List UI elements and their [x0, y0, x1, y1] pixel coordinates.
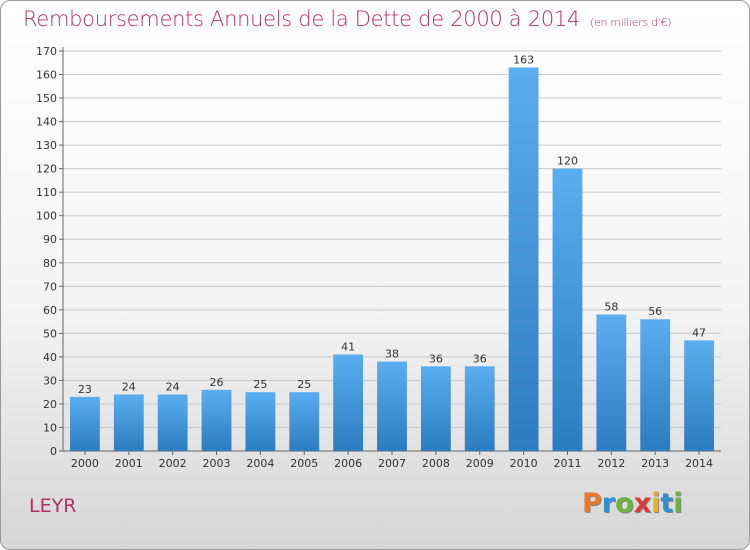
y-tick-label: 110: [36, 186, 57, 199]
bar: [377, 361, 407, 451]
data-label: 24: [166, 381, 180, 394]
chart-title-text: Remboursements Annuels de la Dette de 20…: [23, 7, 580, 31]
y-tick-label: 10: [43, 421, 57, 434]
data-label: 36: [429, 352, 443, 365]
bar: [113, 394, 144, 451]
chart-unit: (en milliers d'€): [590, 16, 672, 29]
y-tick-label: 40: [43, 351, 57, 364]
x-tick-label: 2001: [115, 457, 143, 470]
proxiti-logo: Proxiti: [582, 488, 683, 519]
y-tick-label: 120: [36, 163, 57, 176]
data-label: 36: [473, 352, 487, 365]
y-tick-label: 90: [43, 233, 57, 246]
data-label: 23: [78, 383, 92, 396]
logo-letter: P: [582, 488, 602, 519]
x-tick-label: 2009: [466, 457, 494, 470]
bar: [684, 340, 714, 451]
x-tick-label: 2003: [203, 457, 231, 470]
y-tick-label: 130: [36, 139, 57, 152]
chart-title: Remboursements Annuels de la Dette de 20…: [23, 7, 671, 31]
y-tick-label: 50: [43, 327, 57, 340]
bar: [508, 67, 539, 452]
data-label: 58: [604, 301, 618, 314]
x-tick-label: 2013: [641, 457, 669, 470]
y-tick-label: 20: [43, 398, 57, 411]
bar: [420, 366, 451, 451]
bar: [333, 354, 364, 451]
x-tick-label: 2000: [71, 457, 99, 470]
data-label: 26: [210, 376, 224, 389]
data-label: 25: [297, 378, 311, 391]
logo-letter: o: [615, 488, 634, 519]
x-tick-label: 2012: [597, 457, 625, 470]
x-tick-label: 2008: [422, 457, 450, 470]
logo-letter: i: [651, 488, 661, 519]
logo-letter: r: [601, 488, 616, 519]
data-label: 24: [122, 381, 136, 394]
data-label: 38: [385, 348, 399, 361]
bar: [201, 389, 232, 451]
y-tick-label: 60: [43, 304, 57, 317]
x-tick-label: 2007: [378, 457, 406, 470]
bar: [157, 394, 188, 451]
bar: [245, 392, 276, 451]
y-tick-label: 70: [43, 280, 57, 293]
bar: [640, 319, 671, 451]
x-tick-label: 2014: [685, 457, 713, 470]
logo-letter: i: [673, 488, 683, 519]
y-tick-label: 170: [36, 45, 57, 58]
x-tick-label: 2005: [290, 457, 318, 470]
y-tick-label: 150: [36, 92, 57, 105]
y-tick-label: 30: [43, 374, 57, 387]
y-tick-label: 140: [36, 116, 57, 129]
x-tick-label: 2006: [334, 457, 362, 470]
bar: [70, 396, 100, 451]
y-tick-label: 160: [36, 69, 57, 82]
logo-letter: t: [660, 488, 674, 519]
x-tick-label: 2010: [510, 457, 538, 470]
data-label: 163: [513, 53, 534, 66]
place-name: LEYR: [29, 495, 77, 517]
bar: [596, 314, 627, 451]
x-tick-label: 2002: [159, 457, 187, 470]
data-label: 47: [692, 326, 706, 339]
data-label: 120: [557, 155, 578, 168]
bar: [289, 392, 320, 451]
bar: [552, 168, 583, 451]
data-label: 41: [341, 341, 355, 354]
data-label: 25: [253, 378, 267, 391]
y-tick-label: 0: [50, 445, 57, 458]
y-tick-label: 80: [43, 257, 57, 270]
x-tick-label: 2004: [246, 457, 274, 470]
bar: [464, 366, 495, 451]
logo-letter: x: [633, 488, 652, 519]
y-tick-label: 100: [36, 210, 57, 223]
x-tick-label: 2011: [553, 457, 581, 470]
data-label: 56: [648, 305, 662, 318]
